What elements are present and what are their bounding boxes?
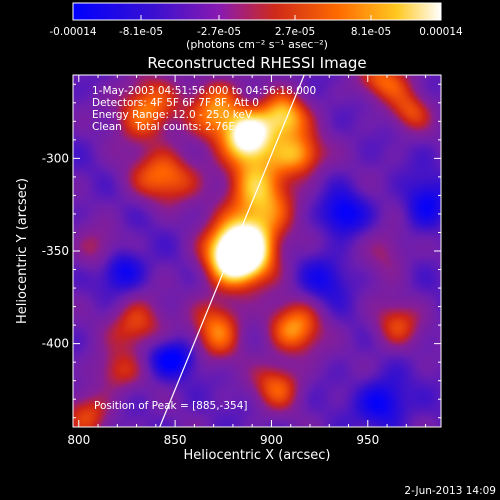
peak-position-label: Position of Peak = [885,-354] — [94, 400, 248, 412]
x-axis-label: Heliocentric X (arcsec) — [184, 448, 331, 463]
y-axis-label: Heliocentric Y (arcsec) — [15, 178, 30, 324]
colorbar-tick-label: -2.7e-05 — [197, 26, 241, 38]
colorbar-units: (photons cm⁻² s⁻¹ asec⁻²) — [186, 38, 328, 51]
annotation-clean-counts: Clean Total counts: 2.76E+03 — [92, 121, 257, 133]
colorbar — [72, 2, 442, 21]
x-axis-ticks: 800 850 900 950 — [67, 75, 427, 447]
y-tick-label: -400 — [42, 337, 69, 351]
colorbar-tick-label: -0.00014 — [49, 26, 97, 38]
y-tick-label: -300 — [42, 151, 69, 165]
x-tick-label: 850 — [164, 433, 187, 447]
chart-title: Reconstructed RHESSI Image — [147, 54, 366, 72]
y-tick-label: -350 — [42, 244, 69, 258]
annotation-detectors: Detectors: 4F 5F 6F 7F 8F, Att 0 — [92, 97, 259, 109]
x-tick-label: 800 — [67, 433, 90, 447]
colorbar-tick-label: 2.7e-05 — [275, 26, 315, 38]
heatmap-image — [73, 75, 441, 427]
colorbar-tick-label: 0.00014 — [419, 26, 463, 38]
annotation-energy-range: Energy Range: 12.0 - 25.0 keV — [92, 109, 253, 121]
colorbar-tick-label: -8.1e-05 — [119, 26, 163, 38]
x-tick-label: 950 — [356, 433, 379, 447]
colorbar-tick-labels: -0.00014 -8.1e-05 -2.7e-05 2.7e-05 8.1e-05 0.… — [49, 26, 463, 38]
colorbar-tick-label: 8.1e-05 — [351, 26, 391, 38]
colorbar-ticks — [72, 15, 442, 20]
annotation-time-range: 1-May-2003 04:51:56.000 to 04:56:18.000 — [92, 85, 316, 97]
y-axis-ticks: -300 -350 -400 — [42, 83, 441, 419]
footer-date: 2-Jun-2013 14:09 — [404, 485, 496, 497]
limb-line — [159, 75, 305, 427]
x-tick-label: 900 — [260, 433, 283, 447]
